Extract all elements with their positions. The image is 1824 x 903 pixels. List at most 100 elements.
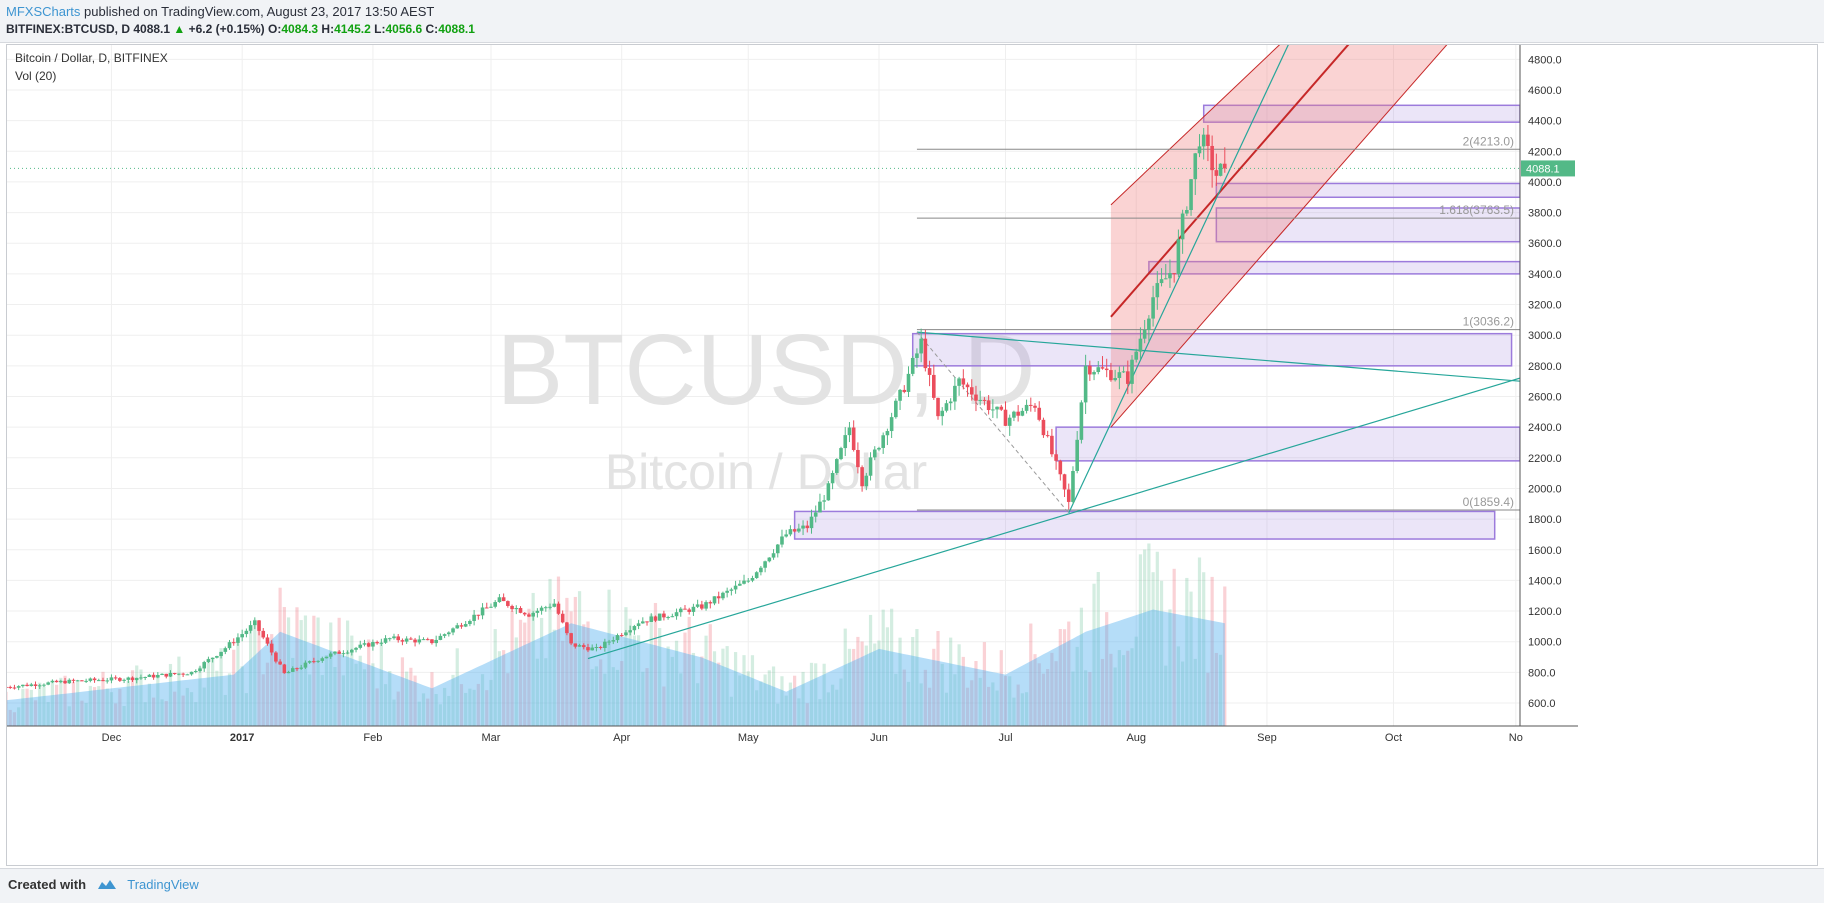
price-tick-label: 4200.0 xyxy=(1528,146,1562,158)
candle-body xyxy=(375,642,379,644)
volume-bar xyxy=(957,644,961,726)
volume-bar xyxy=(565,597,569,726)
candle xyxy=(54,679,59,683)
candle xyxy=(544,605,548,612)
candle xyxy=(1214,153,1219,186)
volume-bar xyxy=(818,699,822,726)
volume-bar xyxy=(249,629,253,726)
volume-bar xyxy=(940,663,944,726)
candle-body xyxy=(417,639,422,643)
candle xyxy=(290,666,295,673)
candle xyxy=(337,650,341,654)
candle xyxy=(657,613,662,621)
candle-body xyxy=(434,639,438,644)
candle xyxy=(459,622,464,629)
volume-bar xyxy=(211,657,215,726)
candle xyxy=(716,591,721,604)
price-tick-label: 2000.0 xyxy=(1528,483,1562,495)
candle-body xyxy=(813,512,818,517)
candle xyxy=(134,677,139,684)
candle-body xyxy=(215,656,219,658)
price-tick-label: 3200.0 xyxy=(1528,300,1562,312)
candle-body xyxy=(101,680,105,682)
candle-body xyxy=(1007,417,1012,426)
volume-bar xyxy=(1084,670,1088,726)
support-resistance-zone xyxy=(1055,426,1520,462)
candle xyxy=(442,633,447,639)
volume-bar xyxy=(603,673,607,726)
volume-bar xyxy=(345,620,350,726)
candle xyxy=(531,611,535,621)
volume-bar xyxy=(586,621,590,726)
volume-bar xyxy=(835,689,839,726)
volume-bar xyxy=(805,703,809,726)
candle xyxy=(881,432,885,454)
candle xyxy=(695,599,700,609)
volume-bar xyxy=(839,678,843,726)
candle xyxy=(632,624,637,635)
volume-bar xyxy=(733,652,738,726)
volume-bar xyxy=(624,607,628,726)
volume-bar xyxy=(1075,646,1079,726)
publish-line: MFXSCharts published on TradingView.com,… xyxy=(6,4,434,19)
candle-body xyxy=(147,674,152,677)
candle xyxy=(1113,369,1117,382)
volume-bar xyxy=(822,663,826,726)
volume-bar xyxy=(982,642,987,726)
candle-body xyxy=(577,645,582,647)
candle-body xyxy=(354,647,358,650)
volume-bar xyxy=(442,687,447,726)
candle xyxy=(986,395,991,415)
candle-body xyxy=(805,525,810,529)
candle-body xyxy=(991,409,995,411)
candle-body xyxy=(510,605,514,610)
candle xyxy=(67,678,72,684)
candle xyxy=(447,631,451,637)
candle xyxy=(472,609,476,626)
candle xyxy=(113,675,118,680)
candle xyxy=(771,549,776,560)
candle-body xyxy=(316,660,320,662)
volume-bar xyxy=(1012,697,1016,726)
volume-bar xyxy=(898,637,902,726)
candle xyxy=(797,523,801,533)
volume-bar xyxy=(712,651,717,726)
chart-area[interactable]: BTCUSD, D Bitcoin / Dollar 2(4213.0) 1.618… xyxy=(6,44,1818,866)
fib-level-label: 0(1859.4) xyxy=(1463,495,1514,509)
candle-body xyxy=(683,608,687,610)
candle-body xyxy=(843,435,848,449)
candle xyxy=(189,671,194,676)
close-value: 4088.1 xyxy=(438,22,475,36)
volume-bar xyxy=(1109,653,1113,726)
candle xyxy=(109,674,114,684)
candle-body xyxy=(556,603,561,614)
candle-body xyxy=(404,638,409,642)
candle xyxy=(215,655,219,659)
volume-bar xyxy=(299,620,303,726)
price-tick-label: 1600.0 xyxy=(1528,545,1562,557)
candle-body xyxy=(957,378,961,386)
candle xyxy=(725,587,729,598)
volume-bar xyxy=(379,642,383,726)
candle-body xyxy=(371,642,375,647)
volume-bar xyxy=(636,635,641,726)
volume-bar xyxy=(1151,572,1155,726)
candle xyxy=(80,680,84,682)
volume-bar xyxy=(261,674,265,726)
volume-bar xyxy=(181,695,185,726)
tradingview-link[interactable]: TradingView xyxy=(127,877,199,892)
candle xyxy=(818,493,822,513)
volume-bar xyxy=(742,655,746,726)
candle-body xyxy=(565,622,569,634)
candle-body xyxy=(961,378,966,385)
candle-body xyxy=(113,677,118,679)
candle xyxy=(847,421,852,443)
candle xyxy=(1020,407,1025,417)
candle-body xyxy=(839,448,843,460)
volume-legend[interactable]: Vol (20) xyxy=(15,69,57,83)
author-link[interactable]: MFXSCharts xyxy=(6,4,81,19)
volume-bar xyxy=(97,686,101,726)
candle-body xyxy=(1050,435,1054,455)
candle-body xyxy=(455,625,460,629)
